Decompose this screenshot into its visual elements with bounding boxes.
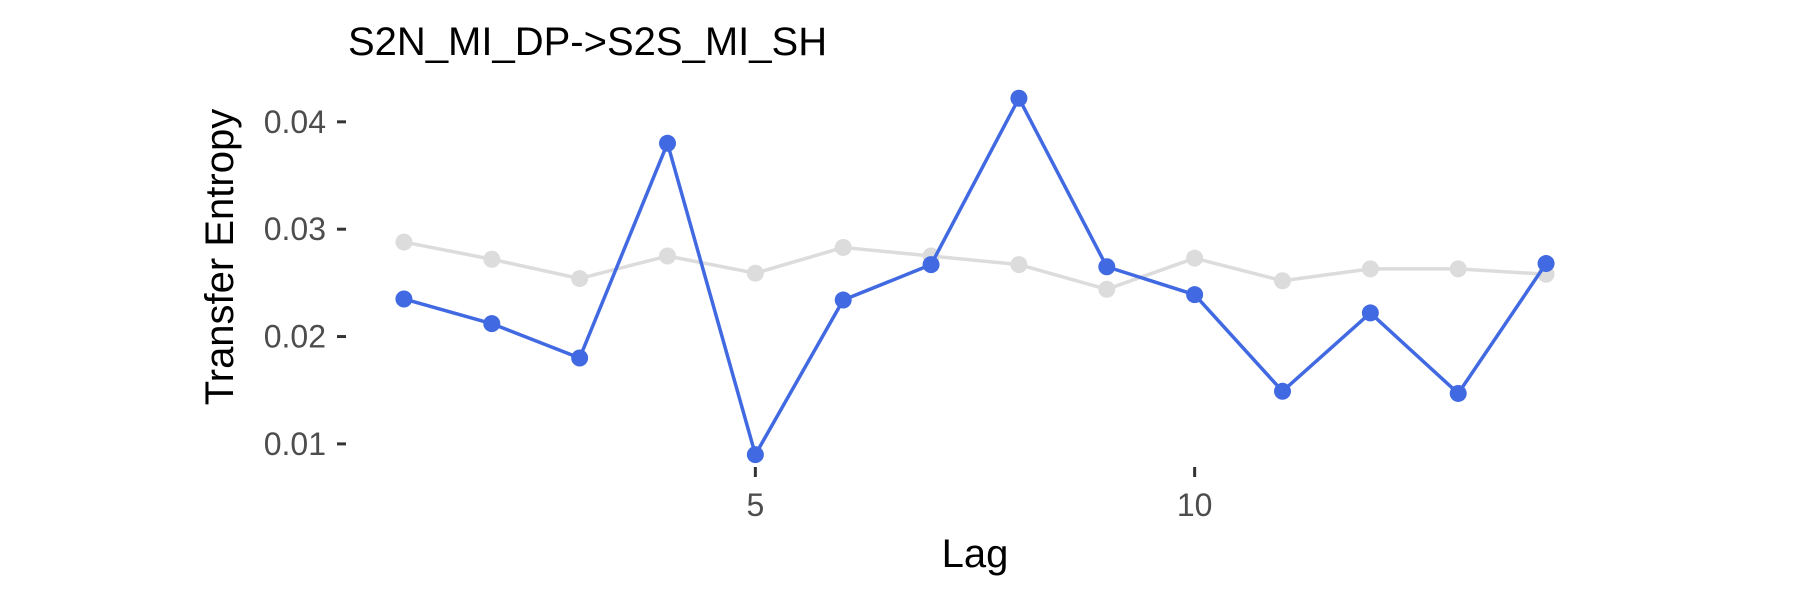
data-point	[1274, 272, 1291, 290]
x-tick-label: 10	[1177, 487, 1213, 523]
data-point	[483, 250, 501, 268]
series-line	[403, 240, 1547, 292]
data-point	[1361, 260, 1379, 278]
data-point	[1098, 280, 1116, 298]
data-point	[571, 349, 589, 367]
data-point	[1186, 249, 1204, 267]
data-point	[1537, 255, 1555, 273]
chart-title: S2N_MI_DP->S2S_MI_SH	[348, 20, 827, 64]
data-point	[1449, 384, 1467, 402]
data-point	[1010, 89, 1028, 107]
x-axis: 5 10	[746, 467, 1212, 523]
y-tick-label: 0.04	[264, 104, 326, 140]
data-point	[746, 264, 764, 282]
y-tick-label: 0.02	[264, 319, 326, 355]
data-point	[834, 238, 852, 256]
data-point	[395, 290, 413, 308]
data-point	[483, 315, 501, 333]
series-layer	[395, 89, 1555, 464]
series-1	[395, 89, 1555, 464]
data-point	[571, 270, 589, 288]
series-line	[403, 96, 1548, 457]
data-point	[659, 247, 676, 265]
data-point	[1449, 260, 1467, 278]
data-point	[1098, 258, 1116, 276]
y-axis: 0.01 0.02 0.03 0.04	[264, 104, 346, 462]
y-tick-label: 0.01	[264, 426, 326, 462]
data-point	[1010, 256, 1028, 274]
data-point	[834, 291, 852, 309]
data-point	[395, 233, 413, 251]
data-point	[659, 134, 676, 152]
x-axis-title: Lag	[942, 532, 1009, 576]
data-point	[746, 446, 764, 464]
data-point	[922, 256, 940, 274]
y-axis-title: Transfer Entropy	[198, 109, 242, 405]
series-0	[395, 233, 1555, 298]
data-point	[1274, 382, 1291, 400]
x-tick-label: 5	[746, 487, 764, 523]
data-point	[1186, 286, 1204, 304]
y-tick-label: 0.03	[264, 211, 326, 247]
data-point	[1361, 304, 1379, 322]
